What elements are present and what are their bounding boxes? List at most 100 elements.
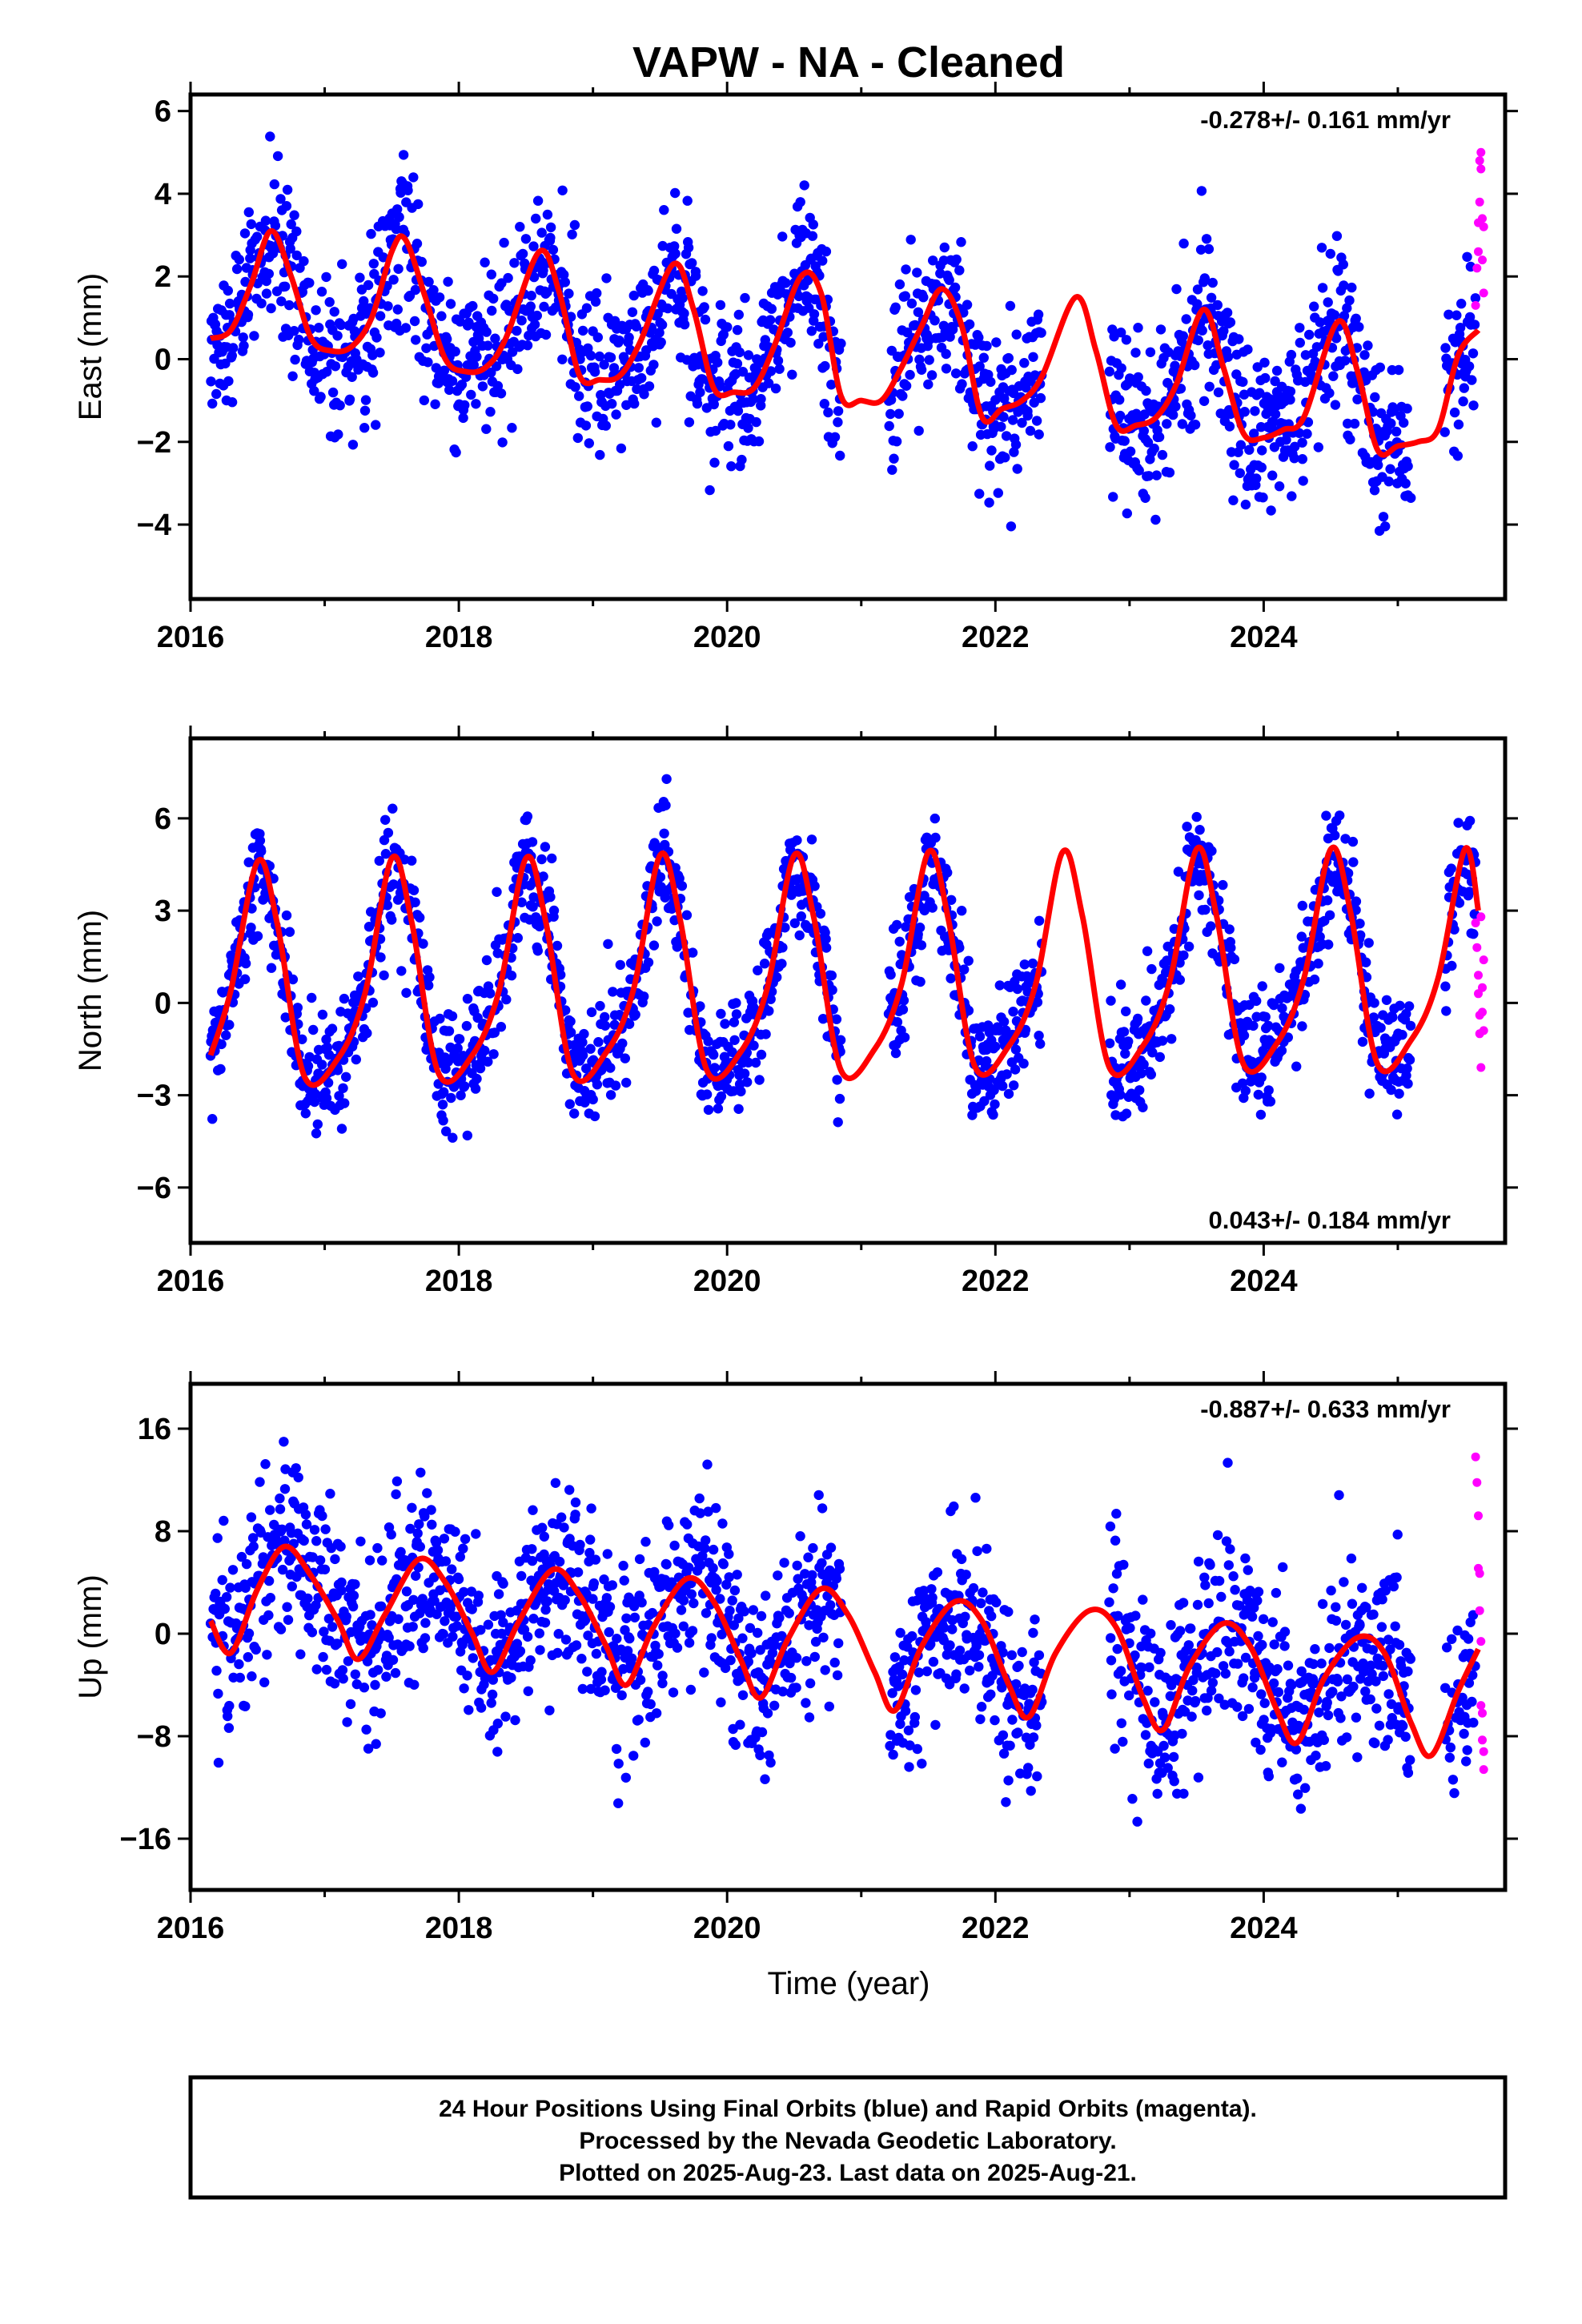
up-final-point [1223,1458,1233,1468]
east-final-point [923,379,934,390]
up-final-point [534,1628,544,1638]
east-rapid-point [1478,214,1487,223]
north-final-point [703,1104,714,1116]
east-final-point [366,228,376,239]
north-final-point [447,1011,458,1022]
east-final-point [412,239,423,249]
east-final-point [1001,431,1012,441]
up-final-point [627,1653,637,1663]
up-final-point [496,1628,507,1639]
up-final-point [1192,1599,1203,1610]
east-final-point [1458,396,1468,407]
north-final-point [701,1089,713,1100]
east-final-point [782,328,793,338]
east-final-point [1219,326,1229,336]
up-final-point [970,1493,981,1503]
up-final-point [279,1535,290,1546]
up-final-point [234,1659,244,1670]
east-final-point [1243,344,1253,355]
east-final-point [424,276,434,287]
east-final-point [316,287,327,297]
east-final-point [974,489,985,499]
east-final-point [1108,492,1118,502]
east-final-point [669,241,680,251]
up-final-point [793,1574,803,1584]
east-final-point [458,412,468,424]
north-final-point [247,903,257,914]
up-final-point [459,1683,469,1694]
up-final-point [926,1638,936,1650]
east-final-point [574,391,584,401]
east-final-point [615,380,625,390]
east-final-point [1000,452,1010,463]
east-final-point [436,311,447,321]
north-final-point [595,1000,605,1011]
up-final-point [711,1502,721,1514]
north-final-point [454,1034,465,1044]
north-final-point [930,832,941,843]
east-final-point [700,314,711,325]
north-final-point [297,1034,307,1045]
up-final-point [1187,1685,1198,1696]
up-final-point [757,1727,768,1738]
east-final-point [774,364,785,374]
north-final-point [1265,1096,1276,1107]
up-final-point [582,1667,592,1677]
north-final-point [901,922,911,932]
north-final-point [739,1068,750,1079]
north-final-point [1154,1051,1166,1063]
north-final-point [988,1109,998,1120]
north-final-point [472,1073,482,1084]
up-final-point [488,1675,498,1685]
up-final-point [300,1510,311,1520]
east-final-point [1302,428,1312,439]
east-final-point [1468,400,1479,411]
up-final-point [455,1551,465,1562]
east-final-point [291,226,302,237]
north-final-point [826,970,837,981]
up-final-point [607,1580,617,1590]
up-final-point [986,1689,996,1699]
east-model-line [209,227,1481,458]
east-final-point [1268,416,1279,428]
east-final-point [394,211,404,223]
up-final-point [972,1546,982,1557]
east-final-point [1469,320,1480,330]
east-final-point [1140,493,1150,503]
east-final-point [347,440,359,450]
east-final-point [1249,428,1259,439]
up-final-point [223,1723,235,1733]
up-final-point [1263,1771,1275,1782]
north-final-point [532,946,543,956]
up-final-point [700,1543,710,1554]
up-final-point [408,1594,419,1606]
east-final-point [1178,331,1189,341]
north-final-point [374,855,384,866]
up-final-point [889,1652,901,1663]
east-final-point [715,300,726,311]
up-final-point [888,1749,898,1760]
east-final-point [492,380,504,392]
up-final-point [1327,1687,1338,1697]
east-final-point [359,423,370,433]
up-final-point [701,1608,712,1618]
east-final-point [408,172,419,183]
up-final-point [711,1585,721,1595]
up-final-point [960,1611,970,1622]
north-final-point [946,973,956,983]
up-final-point [1449,1787,1460,1799]
up-final-point [459,1586,469,1598]
up-final-point [657,1678,668,1689]
up-final-point [213,1757,224,1768]
north-final-point [794,930,805,941]
north-final-point [833,1117,843,1128]
up-final-point [831,1574,842,1584]
east-final-point [930,316,940,326]
up-final-point [492,1719,503,1729]
north-final-point [1464,815,1476,826]
up-final-point [1158,1740,1169,1751]
east-final-point [1375,362,1386,372]
up-final-point [621,1613,632,1624]
up-final-point [1332,1676,1343,1687]
